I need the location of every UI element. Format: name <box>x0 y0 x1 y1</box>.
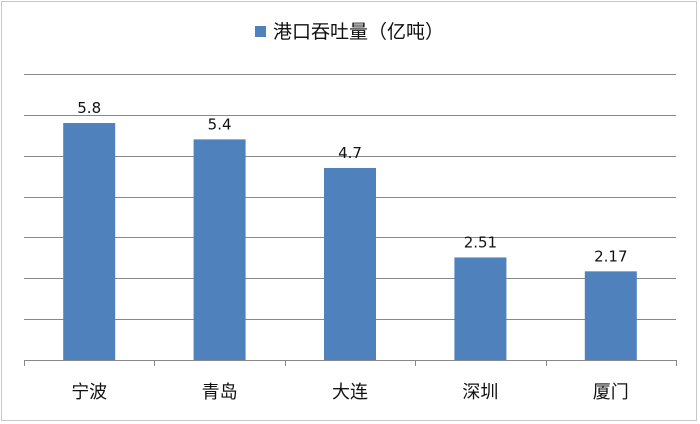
data-label-2: 4.7 <box>338 144 362 162</box>
legend-label: 港口吞吐量（亿吨） <box>273 21 444 43</box>
category-label-2: 大连 <box>332 382 368 403</box>
bar-0 <box>63 123 116 361</box>
bar-2 <box>324 167 376 360</box>
data-labels: 5.8 5.4 4.7 2.51 2.17 <box>77 99 627 265</box>
legend: 港口吞吐量（亿吨） <box>255 21 444 43</box>
category-label-4: 厦门 <box>593 382 629 403</box>
x-axis: 宁波 青岛 大连 深圳 厦门 <box>24 360 677 403</box>
bar-4 <box>584 271 637 360</box>
bars <box>63 123 637 361</box>
category-label-1: 青岛 <box>202 382 238 403</box>
gridlines <box>24 74 676 320</box>
data-label-1: 5.4 <box>208 115 232 133</box>
category-label-3: 深圳 <box>462 382 498 403</box>
legend-swatch <box>255 26 266 37</box>
bar-3 <box>454 257 507 360</box>
category-label-0: 宁波 <box>71 382 107 403</box>
data-label-3: 2.51 <box>464 233 497 251</box>
bar-1 <box>193 139 246 360</box>
data-label-4: 2.17 <box>594 247 627 265</box>
data-label-0: 5.8 <box>77 99 101 117</box>
